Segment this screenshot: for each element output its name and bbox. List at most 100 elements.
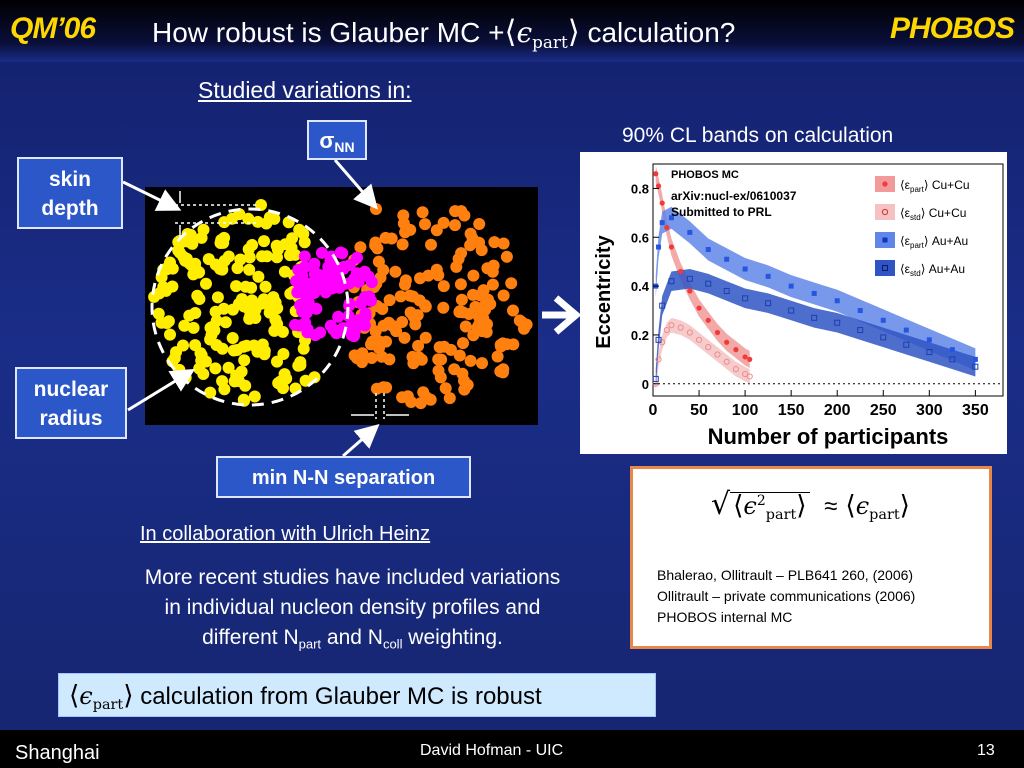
band-4 [655,269,976,389]
point-au-part [857,308,863,314]
orange-nucleon [430,224,443,237]
sigma-subscript: NN [334,139,355,155]
point-au-std [880,334,887,341]
epsilon-symbol: ϵ [516,16,533,49]
point-au-std [668,278,675,285]
participant-nucleon [359,307,372,320]
point-cu-part [696,305,702,311]
point-au-part [687,229,693,235]
skin-depth-label: skin depth [17,157,123,229]
orange-nucleon [404,306,417,319]
yellow-nucleon [177,339,189,352]
orange-nucleon [473,218,486,230]
yellow-nucleon [228,375,241,388]
yellow-nucleon [226,332,239,344]
formula-subscript-2: part [869,507,900,524]
point-cu-part [714,329,721,336]
orange-nucleon [419,218,431,231]
point-cu-part [705,317,711,323]
participant-nucleon [350,319,363,332]
yellow-nucleon [245,281,258,294]
sigma-symbol: σ [319,128,335,153]
separation-arrow [342,424,380,458]
yellow-nucleon [187,321,200,334]
legend-marker [881,208,889,216]
yellow-nucleon [259,280,272,293]
participant-nucleon [292,263,305,276]
participant-nucleon [298,250,311,263]
point-au-std [788,307,795,314]
yellow-nucleon [297,227,310,240]
orange-nucleon [457,337,469,350]
participant-nucleon [324,319,337,332]
orange-nucleon [452,252,465,265]
point-cu-std [723,358,730,365]
participant-nucleon [352,275,365,288]
orange-nucleon [396,391,409,404]
yellow-nucleon [243,251,256,264]
orange-nucleon [399,274,412,287]
npart-subscript: part [298,636,322,652]
yellow-nucleon [289,248,302,261]
point-cu-part [687,288,693,294]
formula-subscript: part [765,507,797,524]
yellow-nucleon [200,277,212,290]
orange-nucleon [494,338,507,351]
orange-nucleon [425,238,437,251]
orange-nucleon [416,206,429,219]
orange-nucleon [403,289,416,302]
legend-label: ⟨εstd⟩ Cu+Cu [900,206,966,222]
legend-label: ⟨εpart⟩ Cu+Cu [900,178,970,194]
orange-nucleon [481,318,493,331]
yellow-nucleon [252,270,265,283]
right-angle-icon: ⟩ [899,490,910,521]
participant-nucleon [357,294,370,307]
data-points [652,171,979,387]
point-cu-std [742,370,749,378]
orange-nucleon [380,335,392,348]
yellow-nucleon [238,354,251,367]
sigma-arrow [333,159,378,210]
orange-nucleon [487,259,500,272]
x-tick-label: 150 [778,402,805,419]
x-tick-label: 0 [649,402,658,419]
point-au-part [705,246,711,252]
yellow-nucleon [272,377,285,390]
point-au-std [742,295,749,302]
nuclear-line2: radius [39,407,103,430]
point-cu-part [724,339,730,345]
orange-nucleon [383,294,396,307]
yellow-nucleon [204,321,217,334]
big-right-arrow-icon [542,295,582,335]
plot-legend: ⟨εpart⟩ Cu+Cu ⟨εstd⟩ Cu+Cu ⟨εpart⟩ Au+Au ⟨ε… [875,176,970,278]
eccentricity-plot: 0 0.2 0.4 0.6 0.8 0 50 100 150 200 250 300 350 PHOB… [580,152,1007,454]
point-au-std [686,275,693,282]
yellow-nucleon [189,339,202,352]
point-au-std [857,327,864,334]
left-angle-icon: ⟨ [733,490,744,521]
x-tick-label: 50 [690,402,708,419]
conference-logo: QM’06 [10,12,96,45]
orange-nucleon [478,299,491,312]
participant-nucleon [337,260,350,273]
experiment-logo: PHOBOS [890,12,1015,45]
orange-nucleon [505,277,518,290]
participant-nucleon [322,261,335,273]
yellow-nucleon [168,352,181,365]
yellow-nucleon [258,235,270,248]
overlap-participants [289,246,378,343]
orange-nucleon [466,232,479,245]
footer-location: Shanghai [15,742,100,764]
legend-swatch [875,204,895,220]
band-3 [655,206,976,371]
yellow-nucleon [235,365,248,378]
left-angle-icon: ⟨ [504,14,517,50]
sqrt-icon: √ [711,487,731,522]
participant-nucleon [295,285,308,298]
participant-nucleon [315,246,328,259]
yellow-nucleon [148,290,161,303]
point-au-std [811,314,818,321]
submitted-label: Submitted to PRL [671,205,772,219]
orange-nucleon [354,241,367,254]
